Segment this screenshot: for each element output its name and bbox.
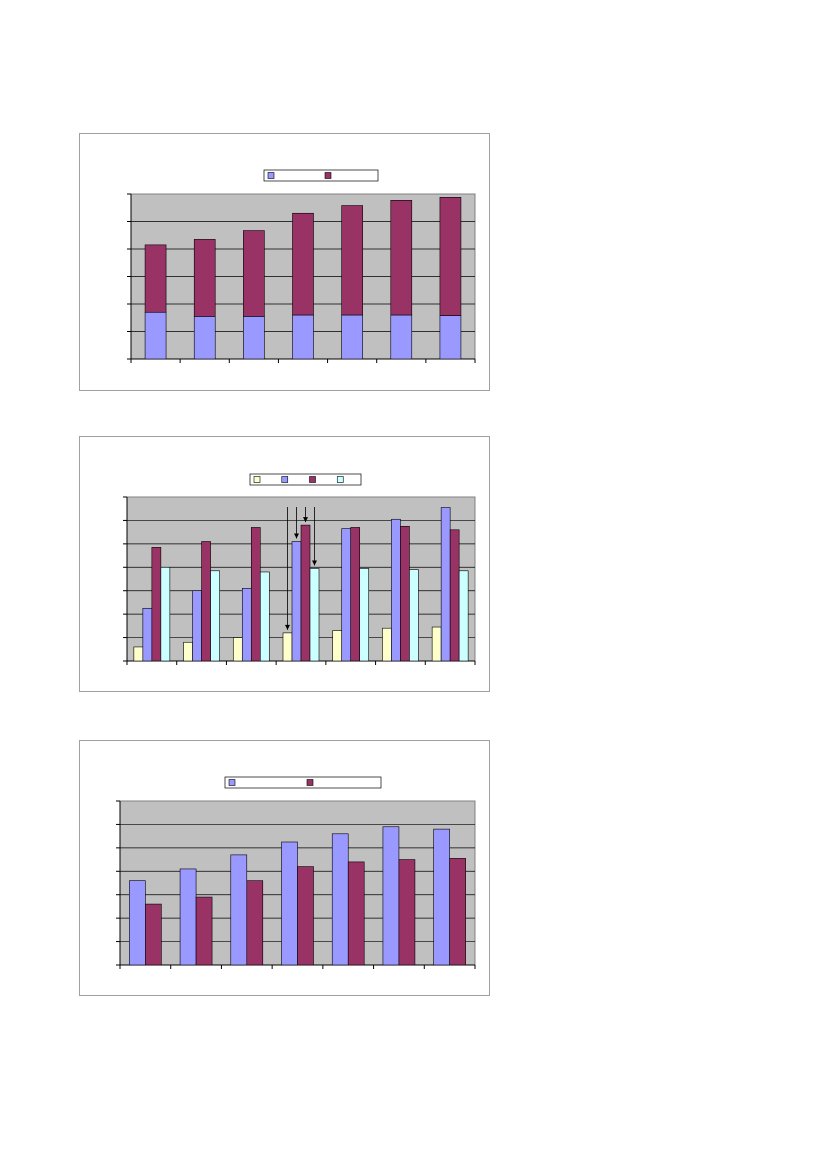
bar-series-4 (359, 568, 370, 662)
bar-series-2 (292, 212, 314, 316)
bar-series-3 (300, 524, 311, 662)
bar-series-1 (243, 316, 265, 360)
chart-1-svg (127, 169, 476, 363)
bar-series-1 (382, 826, 400, 966)
bar-series-2 (291, 541, 302, 662)
bar-series-2 (246, 880, 264, 966)
bar-series-1 (179, 868, 197, 966)
legend-swatch-2 (324, 172, 332, 179)
bar-series-4 (160, 566, 171, 662)
bar-series-1 (281, 841, 298, 966)
annotation-arrowhead (312, 560, 317, 566)
bar-series-2 (243, 230, 265, 317)
chart-3-frame (79, 740, 490, 996)
bar-series-2 (144, 244, 167, 313)
bar-series-1 (433, 828, 450, 966)
legend-swatch-1 (267, 172, 275, 179)
bar-series-2 (192, 590, 202, 662)
bar-series-2 (297, 866, 314, 966)
bar-series-2 (449, 858, 466, 966)
bar-series-2 (241, 588, 252, 662)
annotation-arrowhead (303, 517, 308, 523)
bar-series-2 (439, 196, 462, 316)
bar-series-1 (129, 880, 146, 966)
bar-series-4 (309, 568, 320, 662)
legend-swatch-1 (228, 779, 236, 786)
bar-series-3 (350, 527, 361, 662)
bar-series-2 (398, 859, 416, 966)
bar-series-1 (183, 641, 193, 662)
bar-series-2 (347, 861, 365, 966)
chart-2-frame (79, 436, 490, 692)
bar-series-1 (382, 627, 392, 662)
bar-series-4 (210, 570, 220, 662)
legend-swatch-3 (309, 476, 316, 483)
chart-1-frame (79, 133, 490, 391)
bar-series-2 (142, 607, 153, 662)
chart-2-svg (123, 473, 476, 665)
bar-series-1 (331, 833, 349, 966)
legend-box (263, 169, 379, 182)
bar-series-1 (332, 630, 343, 662)
bar-series-2 (195, 896, 213, 966)
bar-series-2 (391, 518, 401, 662)
legend-swatch-4 (336, 476, 344, 483)
bar-series-3 (400, 525, 410, 662)
bar-series-3 (201, 541, 211, 662)
bar-series-2 (440, 507, 451, 662)
bar-series-1 (232, 637, 243, 662)
annotation-arrowhead (285, 624, 290, 630)
legend-swatch-2 (306, 779, 314, 786)
bar-series-1 (144, 311, 167, 360)
bar-series-1 (133, 646, 144, 662)
bar-series-1 (439, 315, 462, 360)
bar-series-2 (341, 528, 352, 662)
bar-series-3 (449, 529, 460, 662)
legend-swatch-2 (281, 476, 289, 483)
bar-series-2 (193, 239, 216, 317)
bar-series-1 (230, 854, 248, 966)
legend-box (249, 473, 362, 486)
legend-box (224, 776, 382, 789)
bar-series-1 (193, 316, 216, 360)
bar-series-4 (409, 569, 419, 662)
bar-series-1 (292, 314, 314, 360)
bar-series-1 (341, 314, 363, 360)
bar-series-4 (259, 571, 270, 662)
bar-series-1 (282, 632, 293, 662)
bar-series-2 (390, 200, 413, 316)
bar-series-4 (458, 570, 469, 662)
legend-swatch-1 (253, 476, 261, 483)
bar-series-3 (151, 547, 162, 662)
annotation-arrowhead (294, 533, 299, 539)
bar-series-2 (145, 903, 162, 966)
bar-series-1 (390, 314, 413, 360)
bar-series-3 (250, 527, 261, 662)
bar-series-2 (341, 205, 363, 316)
bar-series-1 (431, 626, 442, 662)
chart-3-svg (116, 776, 476, 969)
